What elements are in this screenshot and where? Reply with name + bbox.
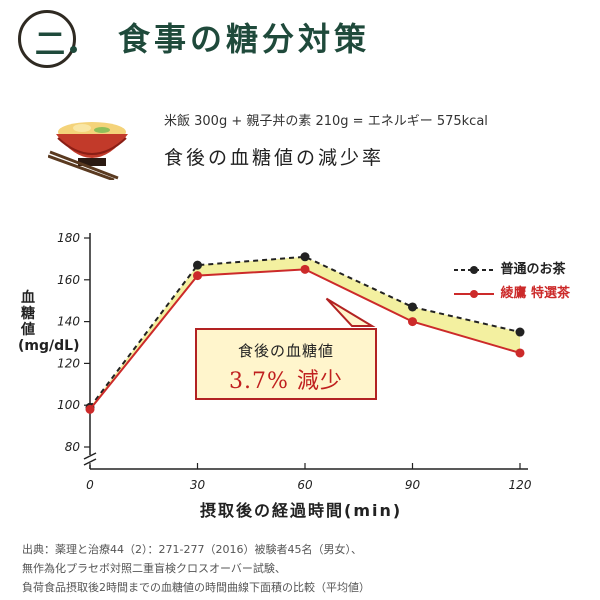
source-citation: 出典：薬理と治療44（2）：271-277（2016）被験者45名（男女）、 無…	[22, 540, 370, 597]
y-tick-label: 160	[57, 273, 80, 287]
legend-label-regular-tea: 普通のお茶	[500, 262, 566, 277]
chart-ticks: 80 100 120 140 160 180 0 30 60 90 120	[57, 231, 532, 492]
data-point-0	[515, 327, 525, 337]
series-line-0	[89, 255, 521, 408]
data-point-1	[85, 404, 95, 414]
header: 二 食事の糖分対策	[0, 0, 600, 80]
source-line-3: 負荷食品摂取後2時間までの血糖値の時間曲線下面積の比較（平均値）	[22, 581, 370, 594]
y-tick-label: 140	[57, 315, 80, 329]
y-tick-label: 80	[65, 440, 81, 454]
axis-break-mark	[83, 452, 97, 460]
x-tick-label: 90	[405, 478, 421, 492]
page-title: 食事の糖分対策	[118, 20, 371, 58]
badge-dot	[70, 46, 77, 53]
x-tick-label: 60	[297, 478, 313, 492]
legend-item-regular-tea: 普通のお茶	[452, 258, 566, 277]
y-tick-label: 100	[57, 398, 80, 412]
source-line-1: 出典：薬理と治療44（2）：271-277（2016）被験者45名（男女）、	[22, 543, 362, 556]
data-point-1	[408, 317, 417, 327]
x-tick-label: 30	[190, 478, 206, 492]
section-badge: 二	[18, 10, 77, 68]
data-point-1	[193, 271, 202, 281]
meal-description: 米飯 300g + 親子丼の素 210g = エネルギー 575kcal	[164, 114, 488, 129]
callout-pointer	[325, 297, 376, 327]
rice-bowl-icon	[48, 122, 128, 180]
callout-value: 3.7% 減少	[229, 369, 343, 394]
x-axis-label: 摂取後の経過時間(min)	[200, 501, 403, 520]
reduction-callout: 食後の血糖値 3.7% 減少	[195, 328, 377, 400]
chart-axes	[83, 233, 528, 470]
source-line-2: 無作為化プラセボ対照二重盲検クロスオーバー試験、	[22, 562, 286, 575]
y-tick-label: 120	[57, 356, 80, 370]
data-point-0	[193, 260, 202, 270]
data-point-0	[408, 302, 417, 312]
section-number: 二	[35, 27, 65, 62]
y-tick-label: 180	[57, 231, 80, 245]
data-point-1	[300, 264, 310, 274]
x-tick-label: 120	[509, 478, 532, 492]
callout-label: 食後の血糖値	[237, 342, 334, 360]
legend-swatch-black	[454, 265, 494, 274]
data-point-1	[515, 348, 525, 358]
legend-item-ayataka: 綾鷹 特選茶	[452, 282, 571, 301]
legend-swatch-red	[454, 289, 494, 298]
axis-break-mark	[83, 458, 97, 466]
y-axis-label: 血糖値(mg/dL)	[18, 290, 80, 354]
data-point-0	[300, 252, 310, 262]
chart-subtitle: 食後の血糖値の減少率	[164, 147, 385, 169]
x-tick-label: 0	[86, 478, 94, 492]
chart-series	[85, 252, 525, 414]
legend-label-ayataka: 綾鷹 特選茶	[500, 286, 571, 301]
